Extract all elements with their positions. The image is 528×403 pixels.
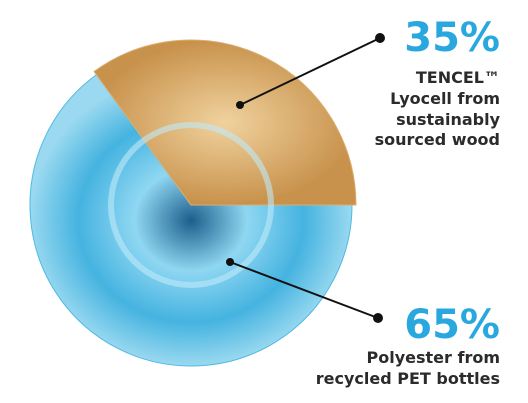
category-label: TENCEL™ Lyocell from sustainably sourced… [374, 68, 500, 150]
value-label: 35% [404, 15, 500, 61]
leader-dot [373, 313, 383, 323]
pie-slice [29, 74, 353, 367]
value-label: 65% [404, 302, 500, 348]
leader-line [239, 37, 381, 106]
category-label: Polyester from recycled PET bottles [315, 348, 500, 388]
inner-ring [108, 122, 274, 288]
leader-dot [375, 33, 385, 43]
leader-dot [236, 101, 244, 109]
leader-line [229, 261, 379, 319]
leader-dot [226, 258, 234, 266]
